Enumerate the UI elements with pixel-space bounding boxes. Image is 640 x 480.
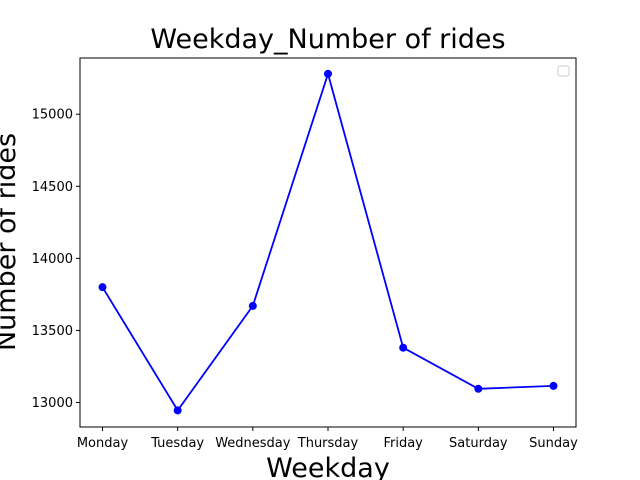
y-tick-label: 13000 bbox=[32, 396, 73, 411]
data-point bbox=[173, 406, 182, 415]
y-tick-label: 14500 bbox=[32, 180, 73, 195]
x-tick-label: Wednesday bbox=[215, 436, 291, 451]
data-point bbox=[98, 283, 107, 292]
plot-area: Monday Tuesday Wednesday Thursday Friday Satu… bbox=[32, 69, 578, 451]
x-tick-label: Monday bbox=[77, 436, 129, 451]
x-tick-label: Tuesday bbox=[150, 436, 204, 451]
y-tick-label: 14000 bbox=[32, 252, 73, 267]
x-tick-label: Sunday bbox=[529, 436, 578, 451]
legend-box bbox=[557, 65, 570, 77]
chart-title: Weekday_Number of rides bbox=[150, 24, 505, 55]
x-tick-label: Saturday bbox=[449, 436, 508, 451]
y-tick-label: 15000 bbox=[32, 108, 73, 123]
data-point bbox=[399, 343, 408, 352]
plot-frame bbox=[79, 57, 577, 428]
data-point bbox=[248, 301, 257, 310]
y-tick-label: 13500 bbox=[32, 324, 73, 339]
x-axis-label: Weekday bbox=[266, 453, 390, 480]
data-point bbox=[549, 381, 558, 390]
data-point bbox=[324, 69, 332, 78]
y-axis-label: Number of rides bbox=[0, 133, 22, 351]
data-point bbox=[474, 384, 483, 393]
x-tick-label: Thursday bbox=[297, 436, 359, 451]
x-tick-label: Friday bbox=[383, 436, 423, 451]
